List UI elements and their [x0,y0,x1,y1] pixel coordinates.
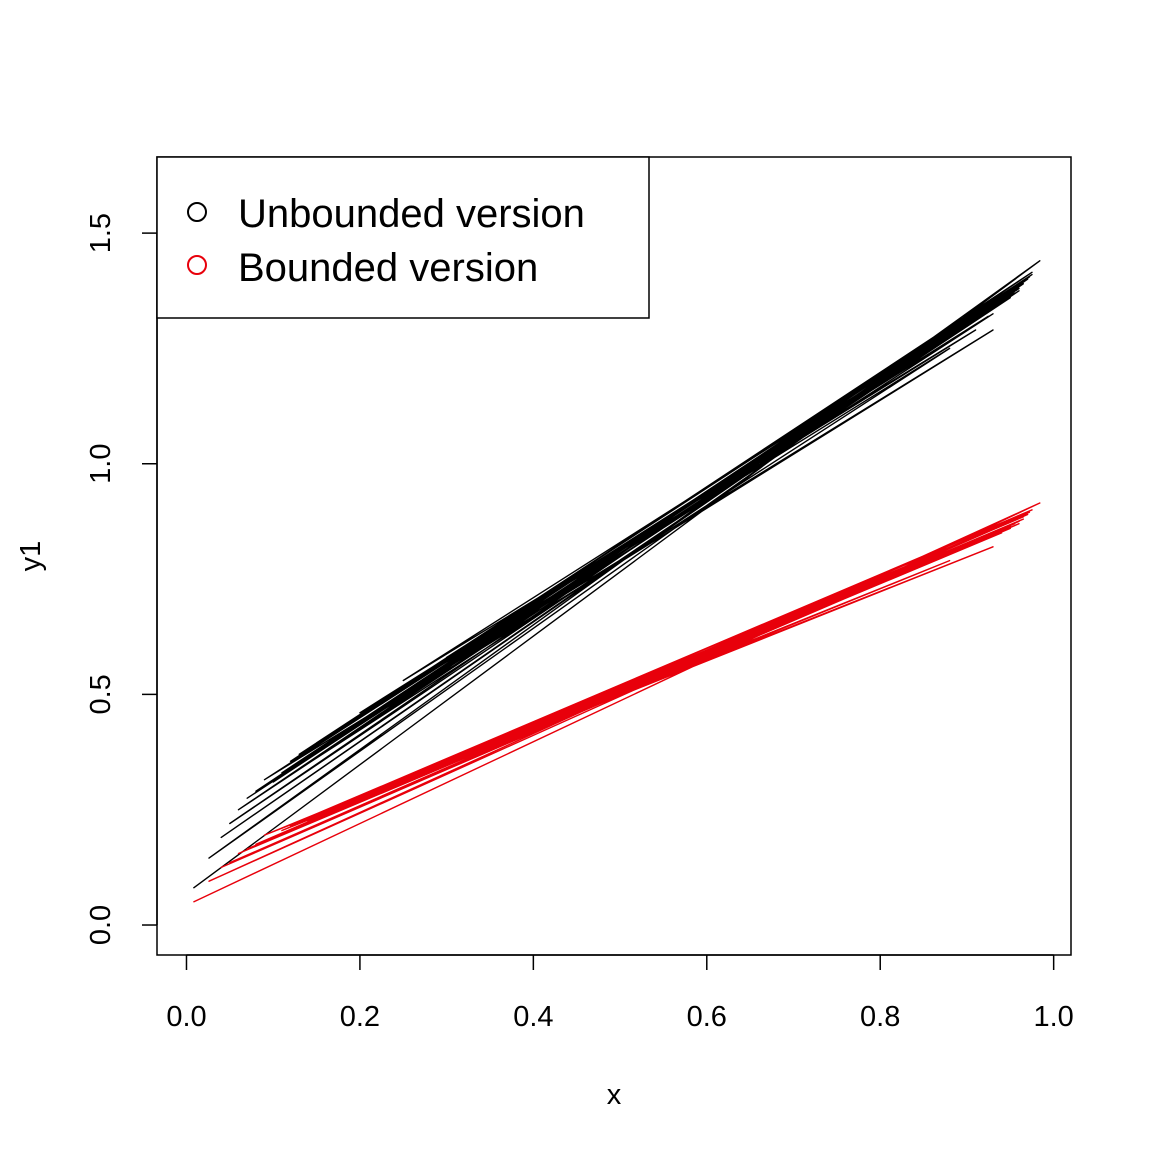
x-tick-label: 1.0 [1033,1001,1073,1033]
series-line-bounded [193,502,1041,903]
legend-marker-bounded-icon [187,255,207,275]
y-axis-title: y1 [15,541,47,572]
legend-box [156,156,650,319]
legend: Unbounded version Bounded version [156,156,650,319]
series-line-unbounded [192,260,1041,889]
series-layer [192,260,1041,903]
y-tick-label: 1.5 [85,213,117,253]
legend-label-unbounded: Unbounded version [238,192,585,236]
y-tick-label: 0.5 [85,674,117,714]
x-tick-label: 0.0 [166,1001,206,1033]
x-tick-label: 0.6 [687,1001,727,1033]
legend-marker-unbounded-icon [187,202,207,222]
x-tick-label: 0.8 [860,1001,900,1033]
x-tick-label: 0.4 [513,1001,553,1033]
x-axis: 0.0 0.2 0.4 0.6 0.8 1.0 [166,954,1074,1033]
x-tick-label: 0.2 [340,1001,380,1033]
x-axis-title: x [607,1079,622,1111]
y-axis: 0.0 0.5 1.0 1.5 [85,213,158,945]
y-tick-label: 1.0 [85,444,117,484]
legend-label-bounded: Bounded version [238,246,538,290]
y-tick-label: 0.0 [85,905,117,945]
